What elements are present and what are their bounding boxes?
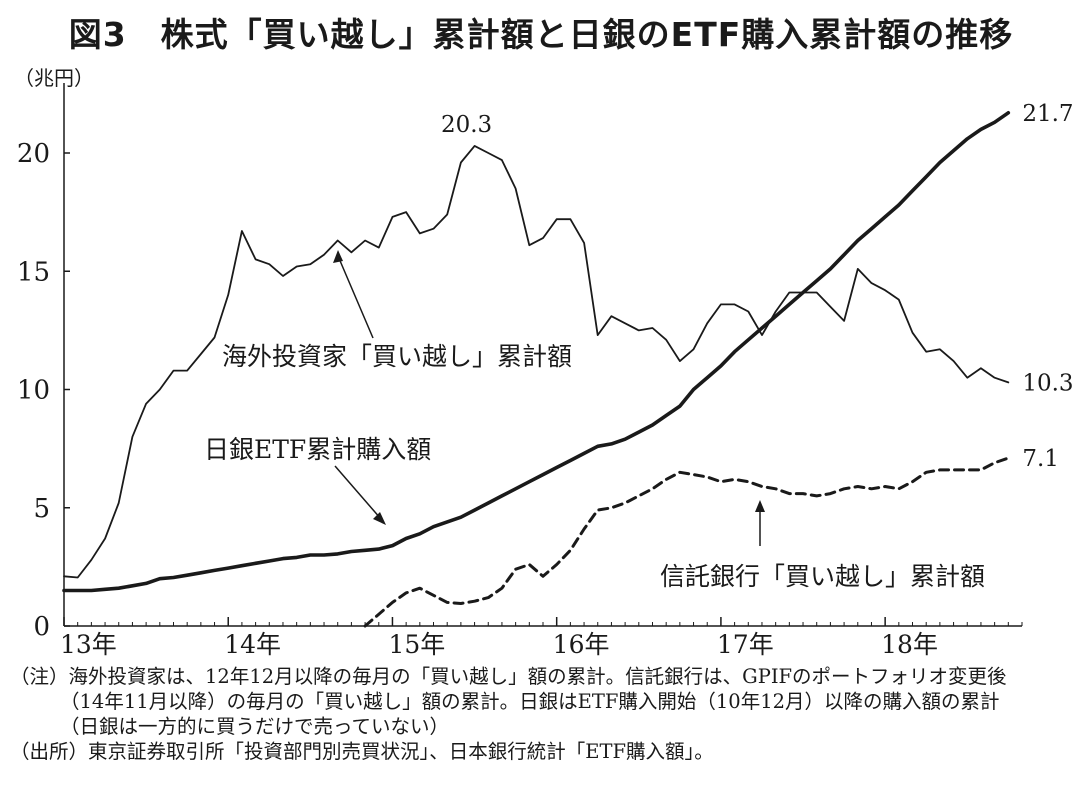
- x-tick-label: 18年: [881, 630, 938, 659]
- end-label-trust-banks: 7.1: [1022, 446, 1059, 472]
- annotation-foreign-investors: 海外投資家「買い越し」累計額: [222, 342, 572, 371]
- peak-label-foreign-investors: 20.3: [441, 112, 492, 138]
- x-tick-label: 13年: [60, 630, 117, 659]
- x-tick-label: 15年: [388, 630, 445, 659]
- annotation-trust-banks: 信託銀行「買い越し」累計額: [660, 562, 985, 591]
- series-line-boj-etf: [62, 111, 1011, 593]
- series-layer: 10.3 20.3 21.7 7.1: [62, 101, 1074, 628]
- chart-title: 図3 株式「買い越し」累計額と日銀のETF購入累計額の推移: [68, 15, 1014, 54]
- x-tick-label: 14年: [224, 630, 281, 659]
- arrowhead-boj-etf: [373, 512, 386, 525]
- y-tick-label: 5: [33, 494, 50, 524]
- arrowhead-trust-banks: [755, 500, 765, 512]
- notes-section: （注）海外投資家は、12年12月以降の毎月の「買い越し」額の累計。信託銀行は、G…: [10, 664, 1076, 764]
- y-axis-unit-label: （兆円）: [14, 66, 94, 90]
- axes-layer: 0 5 10 15 20 13年 14年 15年 16年 17年 18年: [17, 83, 1023, 659]
- y-tick-label: 10: [17, 376, 50, 406]
- arrowhead-foreign-investors: [333, 250, 343, 263]
- y-tick-label: 0: [33, 612, 50, 642]
- source-line: （出所）東京証券取引所「投資部門別売買状況」、日本銀行統計「ETF購入額」。: [10, 740, 714, 763]
- y-tick-label: 15: [17, 257, 50, 287]
- series-line-trust-banks: [363, 456, 1010, 628]
- annotation-boj-etf: 日銀ETF累計購入額: [204, 435, 431, 464]
- note-line-3: （日銀は一方的に買うだけで売っていない）: [60, 715, 450, 738]
- series-line-foreign-investors: [63, 144, 1010, 579]
- end-label-foreign-investors: 10.3: [1022, 370, 1073, 396]
- annotation-arrows: [333, 250, 765, 546]
- x-tick-label: 16年: [553, 630, 610, 659]
- note-line-2: （14年11月以降）の毎月の「買い越し」額の累計。日銀はETF購入開始（10年1…: [60, 690, 1000, 713]
- arrow-boj-etf: [334, 465, 382, 520]
- line-chart: 0 5 10 15 20 13年 14年 15年 16年 17年 18年 10.3 20.3 21.7 7…: [17, 83, 1074, 659]
- end-label-boj-etf: 21.7: [1022, 101, 1073, 127]
- y-tick-label: 20: [17, 139, 50, 169]
- labels-layer: 海外投資家「買い越し」累計額 日銀ETF累計購入額 信託銀行「買い越し」累計額: [204, 342, 985, 591]
- x-tick-label: 17年: [717, 630, 774, 659]
- note-line-1: （注）海外投資家は、12年12月以降の毎月の「買い越し」額の累計。信託銀行は、G…: [10, 665, 1007, 688]
- arrow-foreign-investors: [337, 255, 374, 339]
